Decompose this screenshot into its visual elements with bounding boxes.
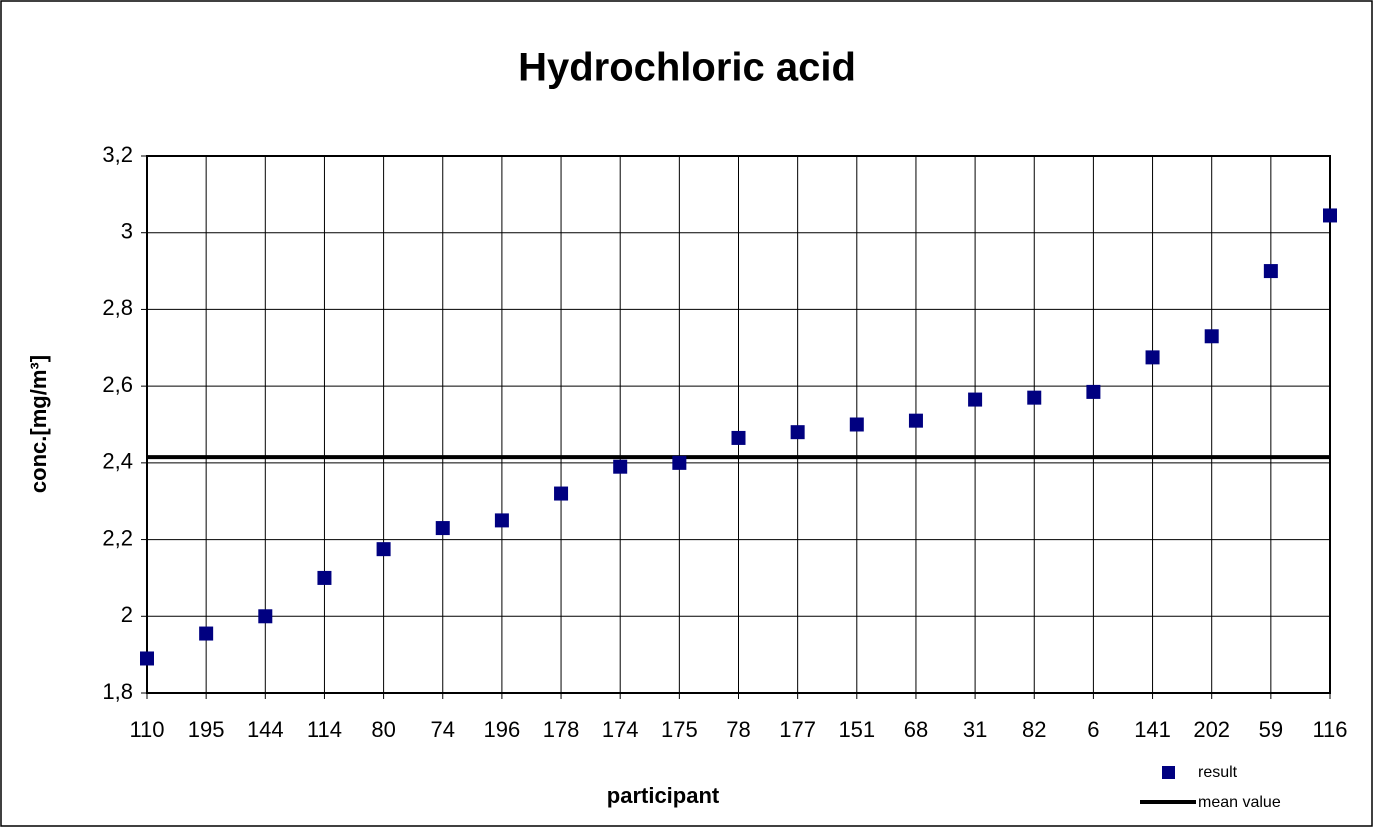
y-tick-label: 2,6 <box>102 372 133 397</box>
y-axis-label: conc.[mg/m³] <box>26 355 51 493</box>
y-tick-label: 3 <box>121 219 133 244</box>
marker <box>554 486 569 501</box>
x-tick-label: 116 <box>1312 717 1347 742</box>
plot-border <box>146 155 1331 694</box>
x-tick-label: 151 <box>838 717 875 742</box>
marker <box>849 417 864 432</box>
x-tick-label: 6 <box>1087 717 1099 742</box>
legend-marker <box>1162 766 1175 779</box>
x-tick-label: 174 <box>602 717 639 742</box>
marker <box>258 609 273 624</box>
x-tick-label: 178 <box>543 717 580 742</box>
y-tick-label: 1,8 <box>102 679 133 704</box>
y-tick-label: 3,2 <box>102 142 133 167</box>
x-tick-label: 144 <box>247 717 284 742</box>
x-tick-label: 59 <box>1259 717 1283 742</box>
x-tick-label: 114 <box>307 717 342 742</box>
marker <box>1263 264 1278 279</box>
marker <box>908 413 923 428</box>
legend-label: result <box>1198 764 1238 781</box>
y-tick-label: 2,4 <box>102 449 133 474</box>
marker <box>1027 390 1042 405</box>
x-tick-label: 82 <box>1022 717 1046 742</box>
marker <box>140 651 154 666</box>
x-tick-label: 177 <box>779 717 816 742</box>
marker <box>731 430 746 445</box>
chart-title: Hydrochloric acid <box>518 46 856 90</box>
marker <box>435 521 450 536</box>
marker <box>376 542 391 557</box>
marker <box>1323 208 1337 223</box>
x-tick-label: 141 <box>1134 717 1171 742</box>
y-tick-label: 2,2 <box>102 525 133 550</box>
marker <box>613 459 628 474</box>
y-tick-label: 2 <box>121 602 133 627</box>
marker <box>968 392 983 407</box>
x-tick-label: 78 <box>726 717 750 742</box>
marker <box>790 425 805 440</box>
x-tick-label: 68 <box>904 717 928 742</box>
marker <box>672 455 687 470</box>
marker <box>199 626 214 641</box>
x-tick-label: 175 <box>661 717 698 742</box>
y-tick-label: 2,8 <box>102 295 133 320</box>
marker <box>1145 350 1160 365</box>
x-tick-label: 110 <box>129 717 164 742</box>
x-tick-label: 196 <box>484 717 521 742</box>
x-tick-label: 80 <box>371 717 395 742</box>
marker <box>1086 384 1101 399</box>
legend-label: mean value <box>1198 794 1281 811</box>
x-tick-label: 31 <box>963 717 987 742</box>
x-tick-label: 74 <box>431 717 455 742</box>
marker <box>317 570 332 585</box>
x-axis-label: participant <box>607 783 720 808</box>
marker <box>494 513 509 528</box>
marker <box>1204 329 1219 344</box>
x-tick-label: 195 <box>188 717 225 742</box>
x-tick-label: 202 <box>1193 717 1230 742</box>
